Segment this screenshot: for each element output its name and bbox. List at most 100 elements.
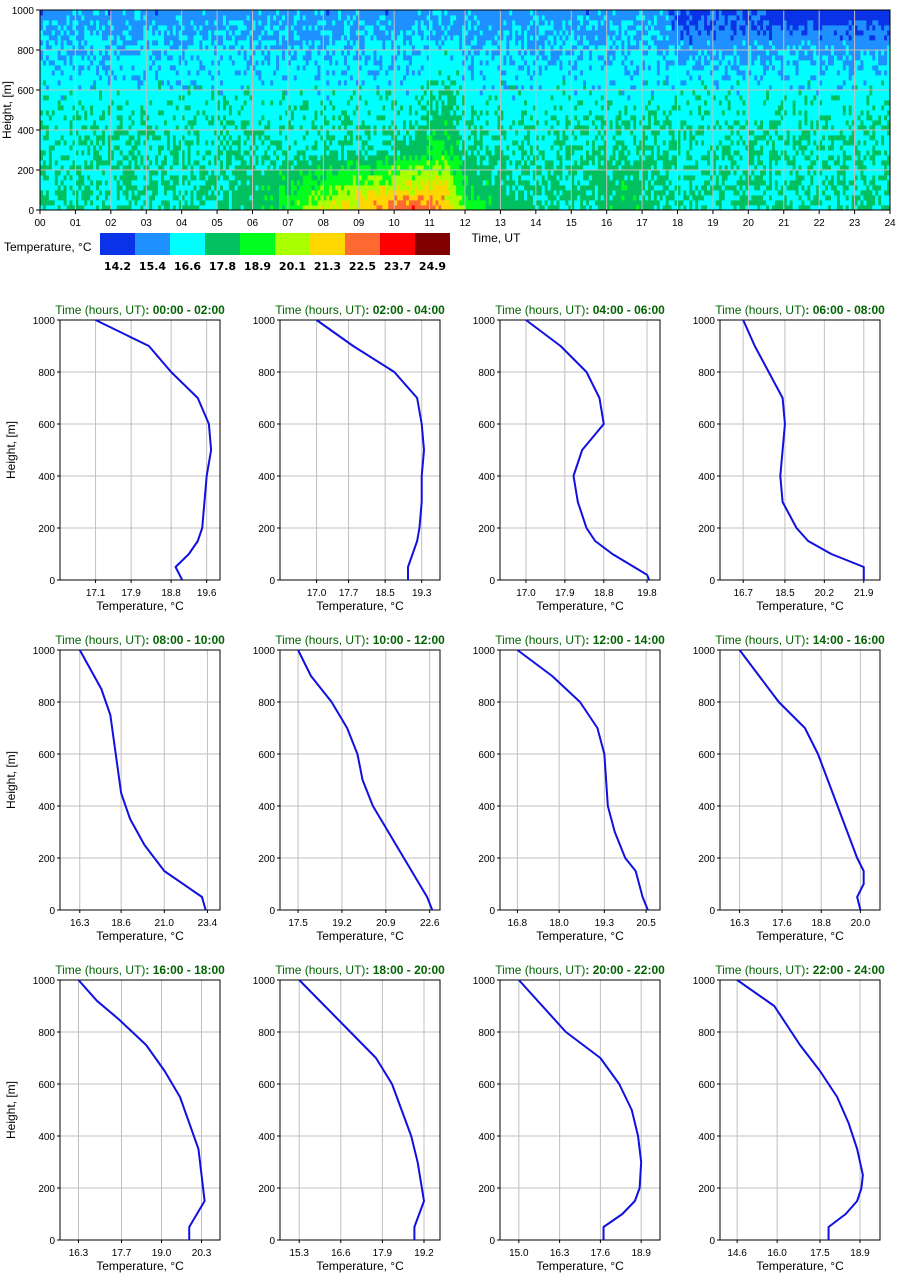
heatmap-cell (246, 120, 250, 126)
heatmap-cell (208, 155, 212, 161)
heatmap-cell (839, 175, 844, 181)
heatmap-cell (214, 195, 218, 201)
heatmap-cell (397, 155, 401, 166)
heatmap-cell (155, 195, 159, 211)
heatmap-cell (462, 155, 466, 161)
heatmap-cell (311, 10, 315, 51)
heatmap-cell (612, 135, 616, 141)
heatmap-cell (63, 175, 67, 181)
heatmap-cell (645, 105, 649, 111)
heatmap-cell (48, 120, 53, 146)
heatmap-cell (577, 190, 581, 196)
heatmap-cell (90, 35, 94, 46)
heatmap-cell (718, 185, 723, 211)
heatmap-cell (273, 155, 277, 161)
heatmap-cell (429, 20, 433, 31)
heatmap-cell (400, 170, 404, 191)
heatmap-cell (736, 165, 740, 171)
heatmap-cell (615, 140, 619, 151)
heatmap-cell (240, 40, 245, 46)
heatmap-cell (175, 200, 180, 211)
heatmap-cell (491, 185, 495, 211)
heatmap-cell (792, 60, 796, 66)
heatmap-cell (358, 70, 363, 86)
heatmap-cell (155, 70, 159, 81)
heatmap-cell (137, 155, 141, 166)
heatmap-cell (78, 165, 82, 191)
heatmap-cell (279, 120, 283, 126)
heatmap-cell (125, 200, 129, 206)
heatmap-cell (234, 95, 239, 101)
heatmap-cell (839, 85, 844, 91)
heatmap-cell (591, 10, 596, 21)
heatmap-cell (258, 125, 262, 131)
heatmap-cell (568, 205, 572, 211)
heatmap-cell (553, 30, 557, 36)
heatmap-cell (190, 60, 194, 81)
heatmap-cell (166, 85, 171, 101)
heatmap-cell (594, 105, 599, 116)
heatmap-cell (485, 100, 490, 106)
heatmap-cell (594, 130, 599, 136)
heatmap-cell (220, 185, 224, 191)
heatmap-cell (125, 140, 129, 146)
heatmap-cell (857, 120, 861, 126)
heatmap-cell (479, 75, 484, 91)
heatmap-cell (346, 105, 351, 116)
heatmap-cell (125, 100, 129, 106)
heatmap-cell (175, 185, 180, 196)
heatmap-cell (391, 175, 395, 191)
heatmap-cell (798, 45, 802, 51)
heatmap-cell (456, 90, 460, 96)
heatmap-cell (341, 120, 345, 126)
heatmap-cell (771, 55, 776, 66)
heatmap-cell (842, 40, 847, 46)
heatmap-cell (712, 10, 717, 21)
heatmap-cell (228, 55, 233, 61)
heatmap-cell (187, 130, 191, 136)
heatmap-cell (217, 45, 221, 61)
heatmap-cell (733, 170, 737, 176)
heatmap-cell (99, 50, 103, 56)
heatmap-cell (190, 20, 194, 26)
heatmap-cell (96, 65, 100, 76)
heatmap-cell (190, 85, 194, 121)
heatmap-cell (689, 170, 693, 176)
heatmap-cell (119, 175, 124, 181)
heatmap-cell (804, 205, 808, 211)
heatmap-cell (600, 60, 605, 66)
heatmap-cell (470, 105, 475, 126)
heatmap-cell (494, 45, 498, 51)
heatmap-cell (96, 125, 100, 131)
heatmap-cell (751, 185, 755, 196)
heatmap-cell (860, 130, 864, 161)
heatmap-cell (137, 170, 141, 191)
heatmap-cell (338, 10, 342, 21)
heatmap-cell (836, 135, 841, 141)
heatmap-cell (293, 160, 298, 166)
heatmap-cell (650, 35, 655, 41)
heatmap-cell (456, 130, 460, 141)
heatmap-cell (526, 25, 531, 31)
heatmap-cell (60, 10, 65, 31)
heatmap-cell (742, 185, 746, 191)
heatmap-cell (220, 190, 224, 201)
heatmap-cell (565, 30, 569, 36)
heatmap-cell (642, 40, 646, 46)
heatmap-cell (149, 10, 153, 26)
heatmap-cell (851, 130, 855, 146)
heatmap-cell (574, 200, 578, 211)
heatmap-cell (447, 75, 451, 81)
heatmap-cell (833, 165, 838, 186)
heatmap-cell (45, 55, 50, 61)
heatmap-cell (122, 205, 126, 211)
heatmap-cell (819, 100, 823, 106)
heatmap-cell (143, 20, 147, 26)
heatmap-cell (600, 55, 605, 61)
heatmap-cell (565, 140, 569, 146)
heatmap-cell (208, 175, 212, 191)
heatmap-cell (683, 140, 687, 166)
heatmap-cell (884, 120, 888, 126)
heatmap-cell (202, 110, 206, 116)
heatmap-cell (214, 55, 218, 131)
